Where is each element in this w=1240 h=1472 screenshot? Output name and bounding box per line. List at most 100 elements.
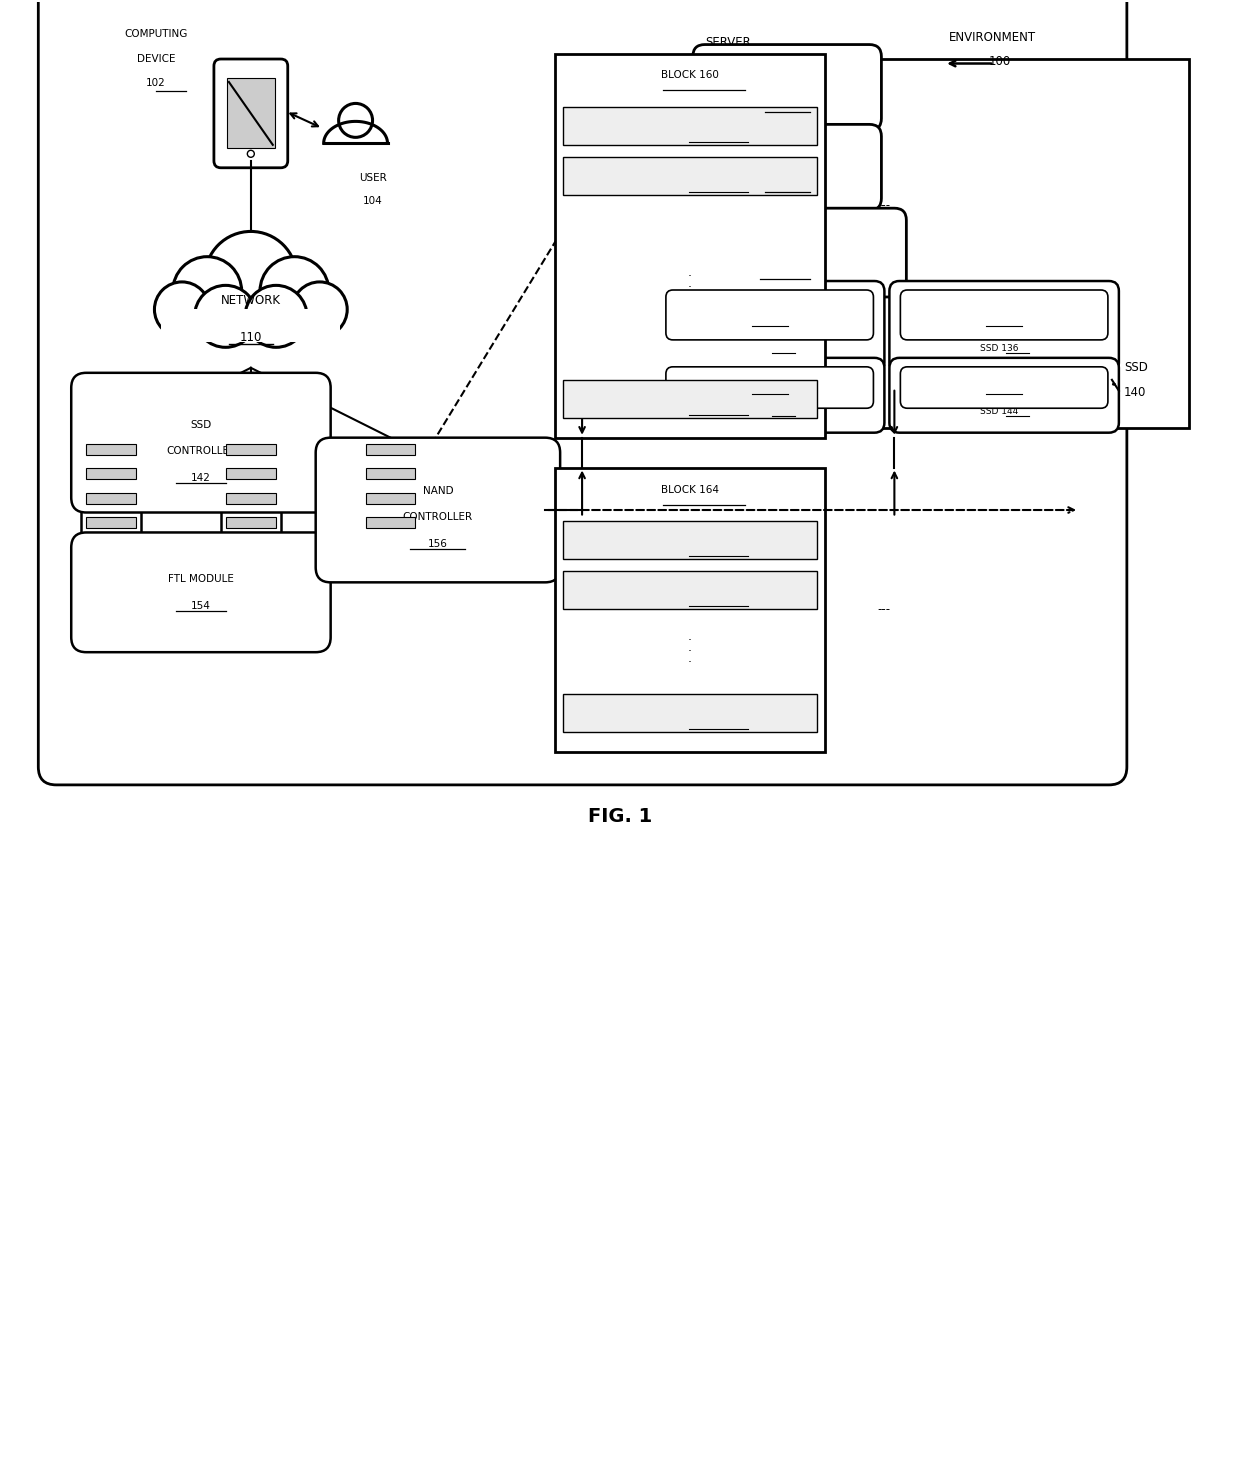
Bar	[76, 537, 146, 546]
Text: 140: 140	[1123, 386, 1146, 399]
Text: 146: 146	[997, 384, 1012, 394]
Bar	[87, 518, 136, 528]
Circle shape	[172, 256, 242, 325]
Bar	[366, 518, 415, 528]
Circle shape	[339, 103, 372, 137]
FancyBboxPatch shape	[316, 437, 560, 583]
Text: PAGE 166.2: PAGE 166.2	[663, 584, 715, 593]
Bar	[227, 78, 275, 147]
Bar	[226, 468, 275, 480]
Text: 122: 122	[777, 103, 797, 112]
Text: 114: 114	[241, 576, 260, 586]
Text: 110: 110	[239, 331, 262, 344]
Text: 138: 138	[997, 316, 1012, 325]
Circle shape	[205, 231, 296, 324]
Text: CONTROLLER: CONTROLLER	[166, 446, 236, 456]
Text: 104: 104	[362, 196, 382, 206]
Bar	[161, 309, 340, 342]
Bar	[366, 493, 415, 503]
FancyBboxPatch shape	[215, 59, 288, 168]
Text: SERVER: SERVER	[91, 552, 131, 562]
Text: 100: 100	[990, 56, 1012, 69]
Circle shape	[293, 283, 347, 337]
FancyBboxPatch shape	[693, 44, 882, 131]
FancyBboxPatch shape	[71, 533, 331, 652]
Text: COMPUTING: COMPUTING	[124, 28, 187, 38]
Text: FIG. 1: FIG. 1	[588, 807, 652, 826]
Bar	[226, 518, 275, 528]
Bar	[366, 443, 415, 455]
Text: NAND: NAND	[423, 486, 454, 496]
Text: 154: 154	[191, 601, 211, 611]
Bar	[563, 695, 817, 732]
FancyBboxPatch shape	[900, 290, 1107, 340]
Circle shape	[155, 283, 210, 337]
Text: CONTROLLER: CONTROLLER	[743, 311, 796, 319]
Text: SERVER: SERVER	[371, 552, 410, 562]
Text: SSD 140: SSD 140	[745, 408, 784, 417]
Text: ---: ---	[878, 604, 892, 617]
Bar	[87, 443, 136, 455]
FancyBboxPatch shape	[666, 367, 873, 408]
Bar	[563, 158, 817, 196]
Text: SERVER: SERVER	[704, 35, 750, 49]
Text: DEVICE: DEVICE	[136, 53, 175, 63]
Text: BLOCK 160: BLOCK 160	[661, 71, 719, 81]
Text: CONTROLLER: CONTROLLER	[977, 311, 1030, 319]
Circle shape	[260, 256, 329, 325]
Text: SSD 136: SSD 136	[980, 344, 1018, 353]
Text: SERVER: SERVER	[231, 552, 272, 562]
Text: SSD: SSD	[1123, 361, 1148, 374]
Text: 142: 142	[191, 473, 211, 483]
Text: CONTROLLER: CONTROLLER	[743, 383, 796, 392]
Text: SSD 132: SSD 132	[745, 344, 784, 353]
Bar	[366, 468, 415, 480]
Text: PAGE 166.: PAGE 166.	[631, 708, 678, 717]
Text: 126: 126	[775, 269, 795, 280]
Bar	[563, 107, 817, 146]
FancyBboxPatch shape	[71, 372, 331, 512]
FancyBboxPatch shape	[663, 208, 906, 297]
Bar	[356, 537, 425, 546]
Text: .
.
.: . . .	[688, 630, 692, 665]
Text: 124: 124	[777, 183, 797, 193]
Circle shape	[246, 286, 308, 347]
Text: NIC: NIC	[777, 81, 796, 91]
Bar	[87, 468, 136, 480]
Text: PAGE 166.1: PAGE 166.1	[663, 534, 715, 545]
Bar	[563, 571, 817, 609]
Text: 102: 102	[146, 78, 166, 88]
FancyBboxPatch shape	[900, 367, 1107, 408]
Text: ---: ---	[878, 199, 892, 212]
Text: BLOCK 164: BLOCK 164	[661, 484, 719, 495]
Text: CONTROLLER: CONTROLLER	[403, 512, 472, 523]
FancyBboxPatch shape	[693, 124, 882, 210]
Text: 134: 134	[763, 316, 777, 325]
Bar	[556, 468, 825, 752]
Bar	[226, 443, 275, 455]
Text: USER: USER	[358, 174, 387, 183]
Text: CONTROLLER: CONTROLLER	[977, 383, 1030, 392]
Text: 156: 156	[428, 539, 448, 549]
FancyBboxPatch shape	[889, 281, 1118, 372]
Text: 116: 116	[704, 60, 728, 74]
Bar	[650, 59, 1189, 428]
Text: DRAM DIMM: DRAM DIMM	[753, 247, 816, 258]
Bar	[216, 537, 285, 546]
Text: CPU: CPU	[776, 162, 797, 171]
Bar	[563, 521, 817, 559]
Bar	[226, 493, 275, 503]
Text: n: n	[709, 708, 714, 717]
Text: n: n	[709, 393, 714, 402]
Bar	[221, 437, 280, 537]
Text: 116: 116	[381, 576, 401, 586]
Bar	[556, 53, 825, 437]
FancyBboxPatch shape	[655, 281, 884, 372]
Bar	[87, 493, 136, 503]
Text: SSD: SSD	[190, 420, 212, 430]
Text: FTL MODULE: FTL MODULE	[167, 574, 234, 584]
Text: .
.
.: . . .	[688, 265, 692, 300]
Text: PAGE 162.2: PAGE 162.2	[663, 171, 715, 180]
Text: 112: 112	[102, 576, 122, 586]
FancyBboxPatch shape	[889, 358, 1118, 433]
